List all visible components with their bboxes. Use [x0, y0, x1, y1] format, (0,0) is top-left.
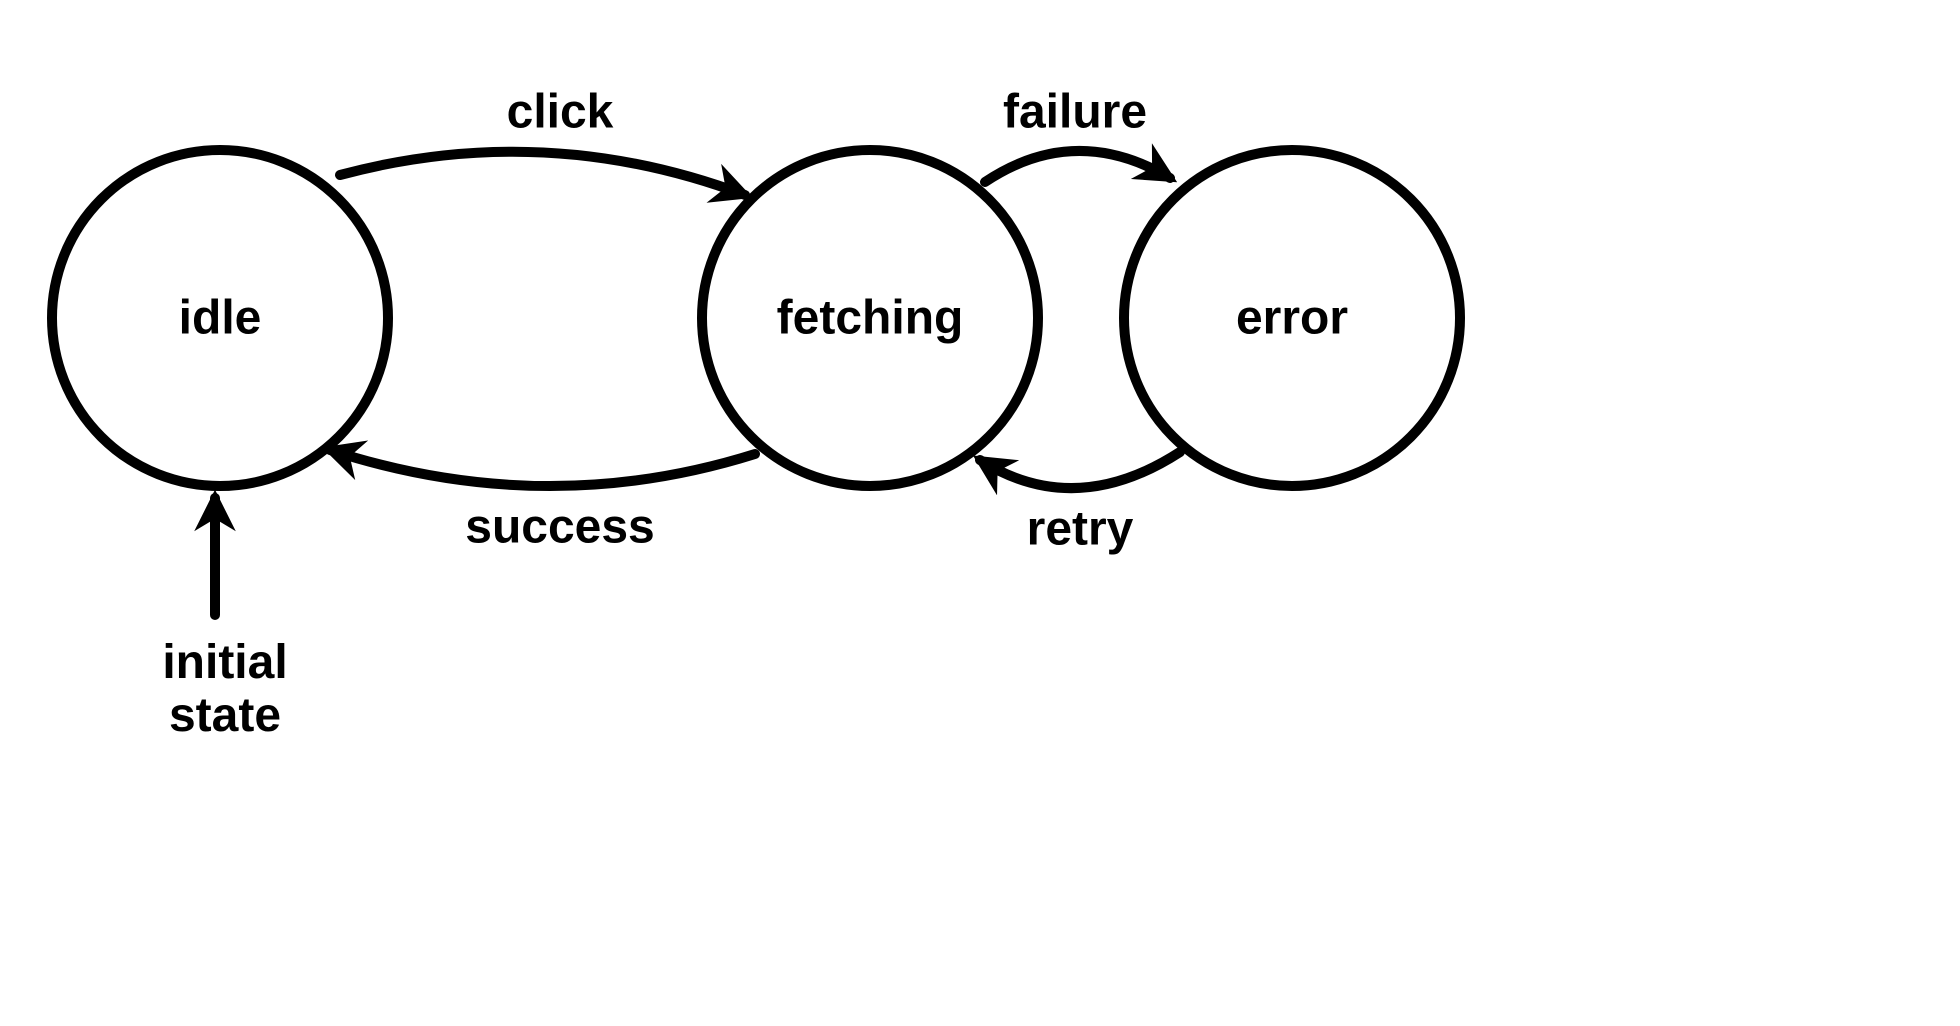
node-label-error: error	[1236, 291, 1348, 346]
edge-label-success: success	[465, 502, 655, 555]
edge-success	[330, 450, 755, 486]
edge-failure	[985, 151, 1170, 182]
state-machine-diagram: click success failure retry initial state idl…	[0, 0, 1960, 1026]
edge-retry	[980, 452, 1180, 488]
edge-label-click: click	[507, 87, 614, 140]
edge-click	[340, 152, 745, 195]
edge-label-initial: initial state	[162, 637, 287, 743]
node-label-fetching: fetching	[777, 291, 964, 346]
edge-label-failure: failure	[1003, 87, 1147, 140]
diagram-svg	[0, 0, 1960, 1026]
edge-label-retry: retry	[1027, 504, 1134, 557]
node-label-idle: idle	[179, 291, 262, 346]
